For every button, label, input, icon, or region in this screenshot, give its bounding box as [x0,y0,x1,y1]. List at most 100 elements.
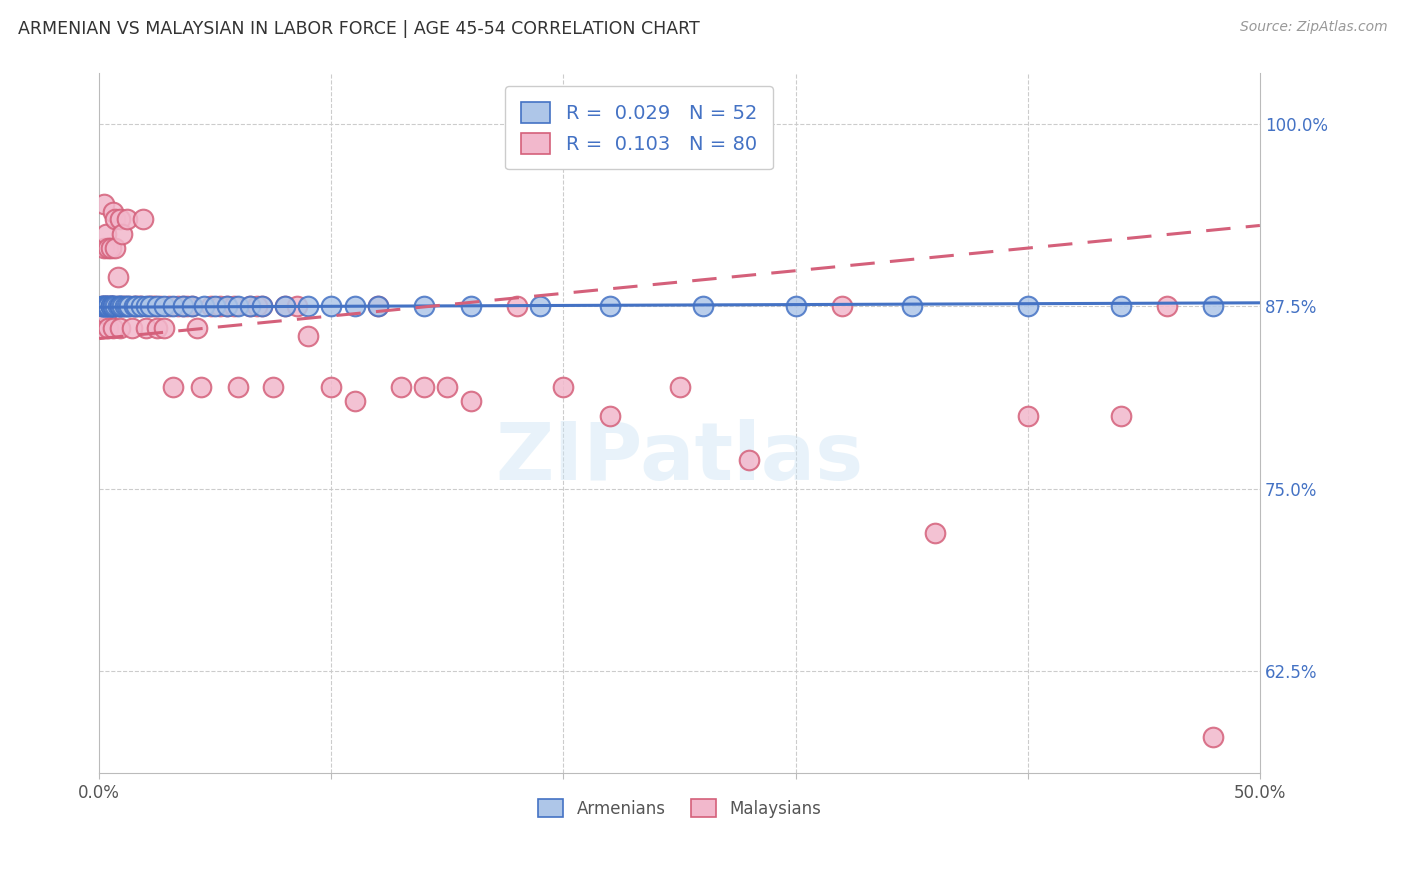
Point [239,300,262,314]
Point [100,300,122,314]
Point [139,300,162,314]
Point [90,321,112,335]
Point [367,300,389,314]
Point [343,394,366,409]
Point [204,300,226,314]
Point [121,321,143,335]
Point [1202,730,1225,744]
Point [436,380,458,394]
Point [100,300,122,314]
Point [100,300,122,314]
Point [107,300,129,314]
Point [250,300,273,314]
Point [125,300,148,314]
Point [1156,300,1178,314]
Point [97,300,120,314]
Point [228,380,250,394]
Point [135,300,157,314]
Point [162,380,184,394]
Point [118,300,141,314]
Point [96,307,118,321]
Point [250,300,273,314]
Point [186,321,208,335]
Point [101,204,124,219]
Point [108,211,131,226]
Point [239,300,262,314]
Point [506,300,529,314]
Point [413,380,436,394]
Point [274,300,297,314]
Point [285,300,308,314]
Point [172,300,194,314]
Point [97,241,120,255]
Point [200,300,222,314]
Text: ZIPatlas: ZIPatlas [495,419,863,497]
Point [274,300,297,314]
Point [193,300,215,314]
Point [93,300,115,314]
Text: ARMENIAN VS MALAYSIAN IN LABOR FORCE | AGE 45-54 CORRELATION CHART: ARMENIAN VS MALAYSIAN IN LABOR FORCE | A… [18,20,700,37]
Point [104,211,127,226]
Point [153,321,176,335]
Legend: Armenians, Malaysians: Armenians, Malaysians [531,793,828,824]
Point [96,300,118,314]
Point [107,270,129,285]
Point [93,241,115,255]
Point [389,380,412,394]
Point [129,300,152,314]
Point [153,300,176,314]
Point [146,321,169,335]
Point [297,328,319,343]
Point [118,300,141,314]
Point [157,300,180,314]
Point [96,300,118,314]
Point [122,300,145,314]
Point [553,380,575,394]
Point [172,300,194,314]
Point [101,300,124,314]
Point [162,300,184,314]
Point [181,300,204,314]
Point [181,300,204,314]
Point [114,300,136,314]
Point [97,321,120,335]
Point [142,300,165,314]
Point [108,300,131,314]
Point [321,300,343,314]
Point [122,300,145,314]
Point [1017,300,1039,314]
Point [924,525,946,540]
Point [108,300,131,314]
Point [139,300,162,314]
Point [413,300,436,314]
Text: Source: ZipAtlas.com: Source: ZipAtlas.com [1240,20,1388,34]
Point [222,300,245,314]
Point [262,380,284,394]
Point [136,300,159,314]
Point [100,241,122,255]
Point [93,300,115,314]
Point [785,300,807,314]
Point [367,300,389,314]
Point [148,300,170,314]
Point [167,300,190,314]
Point [1202,300,1225,314]
Point [111,300,134,314]
Point [460,394,482,409]
Point [215,300,238,314]
Point [1109,409,1132,423]
Point [97,300,120,314]
Point [343,300,366,314]
Point [125,300,148,314]
Point [97,300,120,314]
Point [114,300,136,314]
Point [100,300,122,314]
Point [668,380,690,394]
Point [104,241,127,255]
Point [831,300,853,314]
Point [599,300,621,314]
Point [692,300,714,314]
Point [529,300,551,314]
Point [900,300,922,314]
Point [107,300,129,314]
